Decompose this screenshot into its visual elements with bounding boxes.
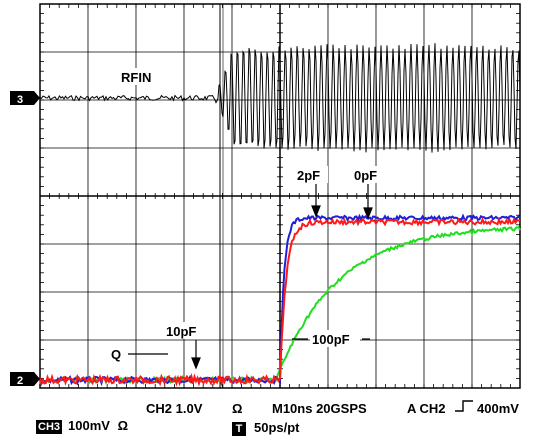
ch3-marker[interactable]: 3 <box>10 91 40 106</box>
ch3-readout: CH3 100mV Ω <box>36 418 128 434</box>
label-100pf: 100pF <box>312 332 350 347</box>
trigger-level: 400mV <box>477 401 519 416</box>
ch3-badge: CH3 <box>36 420 63 434</box>
ch2-ohm: Ω <box>232 401 243 416</box>
label-2pf: 2pF <box>297 168 320 183</box>
t-badge: T <box>232 422 246 436</box>
ch3-marker-label: 3 <box>17 94 23 106</box>
label-10pf: 10pF <box>166 324 196 339</box>
timebase-readout: M10ns 20GSPS <box>272 401 367 416</box>
rfin-trace <box>39 43 521 153</box>
q-trace-2pf <box>39 216 521 387</box>
ch2-marker-label: 2 <box>17 375 23 387</box>
annotation-arrows <box>128 184 373 370</box>
ch2-marker[interactable]: 2 <box>10 372 40 387</box>
rfin-label: RFIN <box>121 70 151 85</box>
ch2-scale: CH2 1.0V <box>146 401 203 416</box>
resolution-readout: T 50ps/pt <box>232 420 300 436</box>
resolution: 50ps/pt <box>254 420 300 435</box>
trigger-source: A CH2 <box>407 401 446 416</box>
ch3-scale: 100mV <box>68 418 110 433</box>
label-0pf: 0pF <box>354 168 377 183</box>
waveforms <box>39 43 521 387</box>
trigger-edge-icon <box>454 399 474 416</box>
q-label: Q <box>111 347 121 362</box>
ch2-scale-readout: CH2 1.0V <box>146 401 202 416</box>
ch3-ohm: Ω <box>117 418 128 433</box>
